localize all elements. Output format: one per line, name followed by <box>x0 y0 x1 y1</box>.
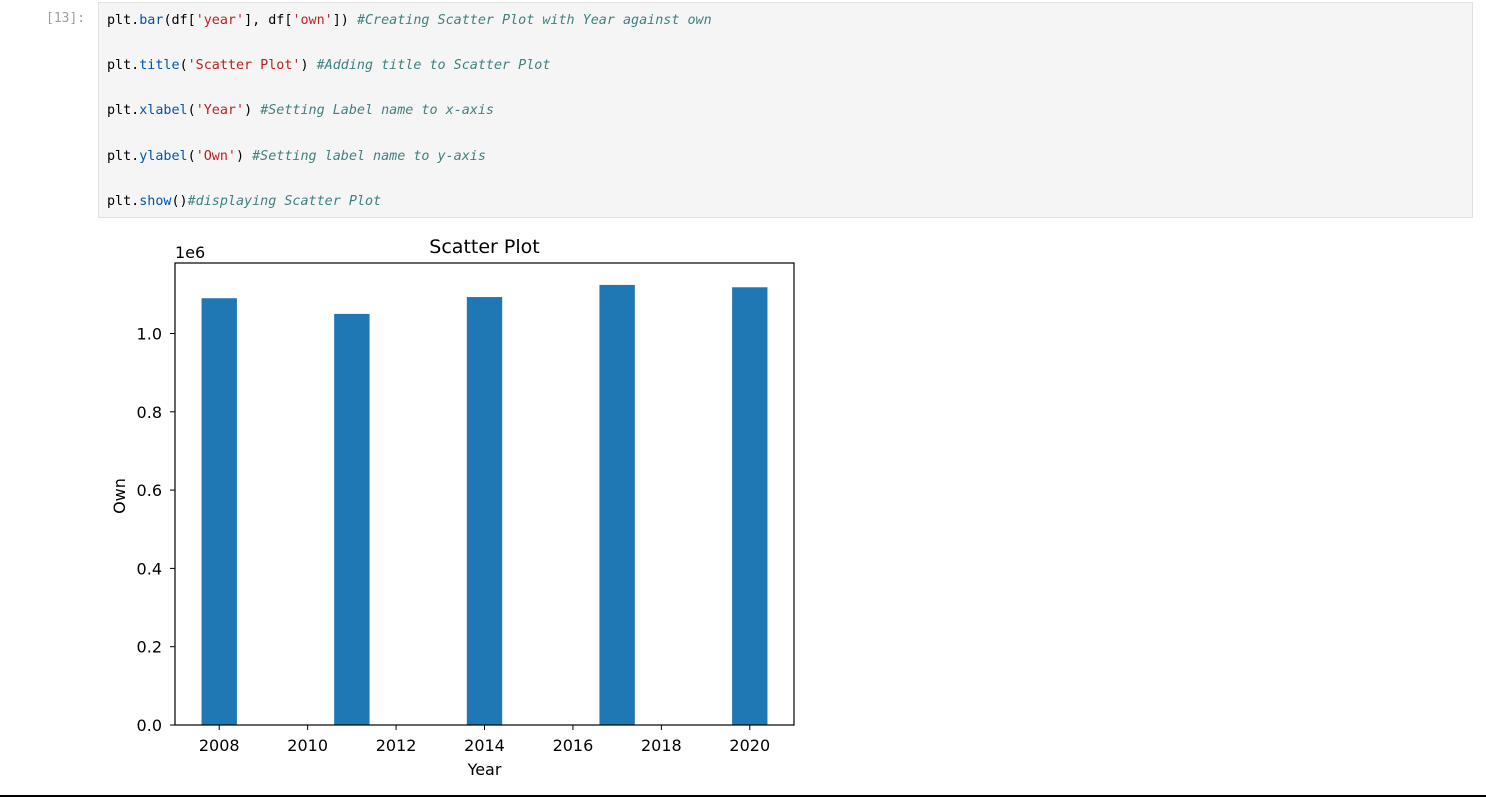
code-token: plt. <box>107 103 140 118</box>
code-token: plt. <box>107 58 140 73</box>
x-axis-ticks: 2008 2010 2012 2014 2016 2018 2020 <box>199 725 770 755</box>
code-token: ( <box>187 103 196 118</box>
code-token: ) <box>244 103 261 118</box>
y-tick-label: 0.8 <box>137 403 162 422</box>
code-comment-token: #Creating Scatter Plot with Year against… <box>356 13 712 28</box>
code-line[interactable]: plt.bar(df['year'], df['own']) #Creating… <box>107 12 712 30</box>
code-token: (df[ <box>163 13 196 28</box>
x-tick-label: 2016 <box>553 736 594 755</box>
code-function-token: title <box>139 58 180 73</box>
code-comment-token: #Setting Label name to x-axis <box>260 103 494 118</box>
code-function-token: show <box>139 194 172 209</box>
bottom-divider <box>0 795 1486 797</box>
code-token: ) <box>236 149 253 164</box>
code-token: plt. <box>107 149 140 164</box>
code-line[interactable]: plt.title('Scatter Plot') #Adding title … <box>107 57 550 75</box>
code-comment-token: #Adding title to Scatter Plot <box>316 58 551 73</box>
bar-2017 <box>599 284 635 725</box>
chart-title: Scatter Plot <box>429 236 539 258</box>
code-comment-token: #displaying Scatter Plot <box>187 194 382 209</box>
code-function-token: bar <box>139 13 164 28</box>
y-tick-label: 0.2 <box>137 638 162 657</box>
code-line[interactable]: plt.ylabel('Own') #Setting label name to… <box>107 148 486 166</box>
code-token: ], df[ <box>244 13 293 28</box>
x-tick-label: 2014 <box>464 736 505 755</box>
bar-2014 <box>466 297 503 725</box>
cell-prompt: [13]: <box>46 11 86 26</box>
code-token: plt. <box>107 194 140 209</box>
code-string-token: 'Year' <box>195 103 245 118</box>
y-axis-ticks: 0.0 0.2 0.4 0.6 0.8 1.0 <box>137 324 175 735</box>
code-function-token: ylabel <box>139 149 188 164</box>
y-tick-label: 0.4 <box>137 559 162 578</box>
bar-chart: 2008 2010 2012 2014 2016 2018 2020 0.00.20.40.… <box>110 236 795 779</box>
code-cell[interactable]: plt.bar(df['year'], df['own']) #Creating… <box>98 2 1473 218</box>
y-tick-label: 0.0 <box>137 716 162 735</box>
code-token: ( <box>179 58 188 73</box>
cell-output: 2008 2010 2012 2014 2016 2018 2020 0.0 0.2 0.4 0.… <box>98 226 818 786</box>
code-string-token: 'Own' <box>195 149 236 164</box>
code-line[interactable]: plt.show()#displaying Scatter Plot <box>107 193 381 211</box>
code-token: ) <box>300 58 317 73</box>
code-token: plt. <box>107 13 140 28</box>
x-tick-label: 2020 <box>729 736 770 755</box>
code-function-token: xlabel <box>139 103 188 118</box>
y-tick-label: 1.0 <box>137 324 162 343</box>
x-tick-label: 2012 <box>376 736 417 755</box>
code-comment-token: #Setting label name to y-axis <box>252 149 486 164</box>
bar-2011 <box>334 313 370 725</box>
y-axis-label: Own <box>110 478 129 514</box>
code-string-token: 'own' <box>292 13 333 28</box>
bar-series <box>201 284 768 725</box>
bar-2020 <box>732 287 768 725</box>
bar-2008 <box>201 298 237 725</box>
x-axis-label: Year <box>467 760 502 779</box>
code-string-token: 'year' <box>195 13 245 28</box>
y-tick-label: 0.6 <box>137 481 162 500</box>
y-offset-label: 1e6 <box>175 243 205 262</box>
code-token: ]) <box>332 13 357 28</box>
code-token: () <box>171 194 188 209</box>
code-string-token: 'Scatter Plot' <box>187 58 301 73</box>
x-tick-label: 2010 <box>287 736 328 755</box>
x-tick-label: 2008 <box>199 736 240 755</box>
code-token: ( <box>187 149 196 164</box>
code-line[interactable]: plt.xlabel('Year') #Setting Label name t… <box>107 102 494 120</box>
x-tick-label: 2018 <box>641 736 682 755</box>
